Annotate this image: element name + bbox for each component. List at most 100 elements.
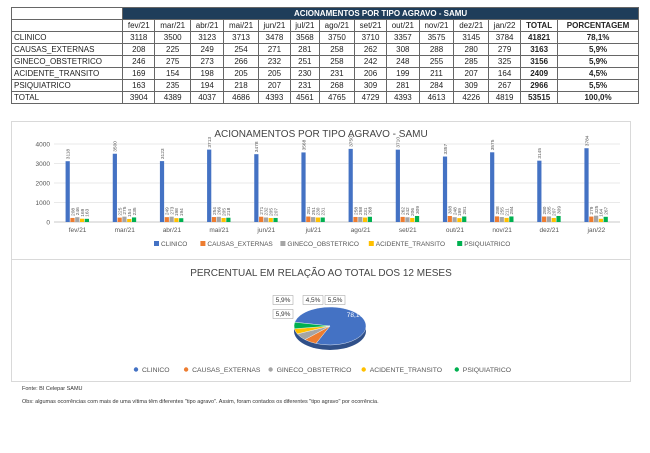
bar-causas-externas (259, 216, 264, 222)
table-cell: 271 (257, 43, 291, 56)
bar-value-label: 281 (306, 206, 312, 214)
table-cell: 198 (190, 67, 225, 80)
bar-gineco-obstetrico (405, 217, 410, 222)
bar-gineco-obstetrico (311, 217, 316, 222)
table-row: GINECO_OBSTETRICO 246 275 273 266 232 251 258 24… (10, 55, 639, 68)
month-header: nov/21 (418, 19, 455, 32)
bar-value-label: 248 (452, 207, 458, 215)
table-cell: 3568 (289, 31, 320, 44)
bar-gineco-obstetrico (263, 217, 269, 222)
table-cell: 285 (453, 55, 490, 68)
table-cell: 235 (154, 79, 192, 92)
table-cell: 273 (190, 55, 225, 68)
table-cell: 4561 (289, 91, 320, 104)
bar-causas-externas (353, 216, 358, 222)
bar-gineco-obstetrico (122, 216, 127, 222)
table-cell: 4393 (386, 91, 420, 104)
table-cell: 199 (386, 67, 420, 80)
bar-value-label: 288 (495, 206, 501, 214)
table-title-row: ACIONAMENTOS POR TIPO AGRAVO - SAMU (10, 7, 639, 20)
bar-acidente-transito (79, 218, 85, 222)
bar-psiquiatrico (509, 216, 514, 222)
bar-causas-externas (70, 217, 75, 222)
legend-swatch (368, 241, 374, 246)
bar-causas-externas (117, 217, 122, 222)
bar-acidente-transito (315, 217, 321, 222)
bar-value-label: 325 (594, 205, 600, 213)
pie-data-label: 5,9% (276, 297, 291, 304)
month-header: jan/22 (488, 19, 522, 32)
bar-causas-externas (211, 217, 217, 222)
bar-clinico (537, 160, 542, 222)
table-cell: 309 (353, 79, 388, 92)
month-header: set/21 (353, 19, 388, 32)
table-cell: 4389 (154, 91, 192, 104)
bar-psiquiatrico (603, 216, 608, 222)
month-header: abr/21 (190, 19, 225, 32)
table-cell: 280 (453, 43, 490, 56)
table-cell: 3118 (122, 31, 156, 44)
bar-value-label: 3713 (207, 137, 213, 148)
bar-clinico (395, 149, 400, 222)
legend-label: CAUSAS_EXTERNAS (192, 367, 261, 374)
bar-acidente-transito (362, 217, 368, 222)
table-row: CLINICO 3118 3500 3123 3713 3478 3568 3750 3710 3… (10, 31, 639, 44)
bar-value-label: 207 (273, 208, 279, 216)
bar-acidente-transito (504, 217, 509, 222)
table-cell: 206 (353, 67, 388, 80)
bar-clinico (490, 152, 495, 222)
x-tick-label: jun/21 (256, 227, 275, 234)
x-tick-label: jul/21 (305, 227, 322, 234)
bar-value-label: 271 (259, 206, 265, 214)
row-label: PSIQUIATRICO (10, 79, 124, 92)
row-label: TOTAL (10, 91, 124, 104)
table-cell: 154 (154, 67, 192, 80)
bar-acidente-transito (174, 218, 179, 222)
chart-title: PERCENTUAL EM RELAÇÃO AO TOTAL DOS 12 ME… (190, 266, 452, 279)
legend-label: CLINICO (161, 241, 187, 248)
x-tick-label: fev/21 (69, 227, 87, 234)
table-cell: 255 (418, 55, 455, 68)
table-cell: 4729 (353, 91, 388, 104)
bar-gineco-obstetrico (169, 216, 174, 222)
table-cell: 3478 (257, 31, 291, 44)
y-tick-label: 3000 (36, 161, 51, 168)
header-corner-cell (10, 19, 124, 32)
pie-data-label: 78,1% (347, 312, 366, 319)
table-cell: 268 (318, 79, 356, 92)
x-tick-label: jan/22 (587, 227, 606, 234)
bar-value-label: 309 (556, 206, 562, 214)
row-label: ACIDENTE_TRANSITO (10, 67, 124, 80)
bar-value-label: 246 (75, 207, 81, 215)
table-cell: 3904 (122, 91, 156, 104)
bar-value-label: 198 (174, 208, 180, 216)
bar-value-label: 280 (542, 206, 548, 214)
bar-clinico (442, 156, 448, 222)
table-cell: 231 (289, 79, 320, 92)
bar-acidente-transito (268, 218, 273, 222)
table-cell: 258 (318, 55, 356, 68)
table-cell: 266 (223, 55, 259, 68)
bar-clinico (584, 148, 589, 222)
bar-value-label: 3145 (537, 148, 543, 159)
pie-data-label: 5,9% (276, 311, 291, 318)
bar-gineco-obstetrico (75, 217, 80, 222)
table-row: ACIDENTE_TRANSITO 169 154 198 205 205 230 231 20… (10, 67, 639, 80)
row-percentage: 5,9% (557, 43, 639, 56)
row-label: GINECO_OBSTETRICO (10, 55, 124, 68)
bar-acidente-transito (551, 217, 556, 222)
x-tick-label: out/21 (446, 227, 464, 234)
grand-percentage: 100,0% (557, 91, 639, 104)
bar-value-label: 231 (321, 207, 327, 215)
pie-data-label: 5,5% (328, 297, 343, 304)
bar-value-label: 163 (85, 208, 91, 216)
grand-total: 53515 (520, 91, 559, 104)
legend-label: GINECO_OBSTETRICO (287, 241, 359, 248)
table-cell: 249 (190, 43, 225, 56)
table-corner (10, 7, 124, 20)
legend-swatch (280, 241, 286, 246)
row-total: 41821 (520, 31, 559, 44)
row-total: 2966 (520, 79, 559, 92)
table-cell: 3123 (190, 31, 225, 44)
pie-label-box (302, 295, 324, 305)
